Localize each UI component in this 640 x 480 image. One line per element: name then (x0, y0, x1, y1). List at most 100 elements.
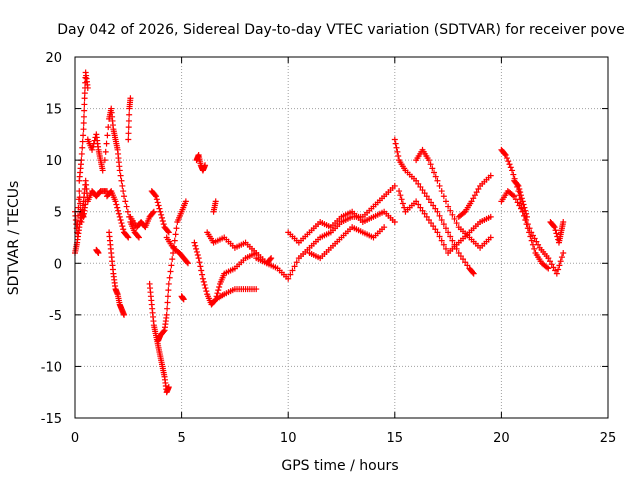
data-point-marker (167, 268, 174, 275)
data-point-marker (191, 239, 198, 246)
data-point-marker (115, 210, 122, 217)
data-point-marker (95, 249, 102, 256)
data-point-marker (89, 143, 96, 150)
data-point-marker (393, 144, 400, 151)
data-point-marker (153, 196, 160, 203)
data-point-marker (535, 241, 542, 248)
data-point-marker (81, 95, 88, 102)
data-point-marker (395, 153, 402, 160)
data-point-marker (253, 286, 260, 293)
data-point-marker (164, 293, 171, 300)
data-point-marker (214, 290, 221, 297)
data-point-marker (455, 249, 462, 256)
x-tick-label: 25 (600, 431, 617, 446)
data-point-marker (82, 198, 89, 205)
data-point-marker (487, 234, 494, 241)
data-point-marker (113, 201, 120, 208)
data-point-marker (401, 204, 408, 211)
data-point-marker (447, 207, 454, 214)
data-point-marker (521, 204, 528, 211)
data-point-marker (545, 265, 552, 272)
data-point-marker (81, 107, 88, 114)
data-point-marker (425, 157, 432, 164)
data-point-marker (462, 259, 469, 266)
data-point-marker (470, 270, 477, 277)
data-points (72, 69, 567, 396)
data-point-marker (155, 202, 162, 209)
data-point-marker (557, 258, 564, 265)
data-point-marker (114, 204, 121, 211)
data-point-marker (78, 150, 85, 157)
data-point-marker (99, 167, 106, 174)
data-point-marker (391, 219, 398, 226)
data-point-marker (487, 172, 494, 179)
data-point-marker (505, 158, 512, 165)
data-point-marker (192, 242, 199, 249)
data-point-marker (522, 207, 529, 214)
y-tick-label: 0 (54, 257, 62, 272)
plot-frame (74, 56, 609, 419)
data-point-marker (445, 229, 452, 236)
data-point-marker (119, 182, 126, 189)
data-point-marker (184, 260, 191, 267)
data-point-marker (121, 311, 128, 318)
data-point-marker (558, 254, 565, 261)
data-point-marker (515, 182, 522, 189)
data-point-marker (125, 117, 132, 124)
data-point-marker (165, 229, 172, 236)
data-point-marker (159, 217, 166, 224)
data-point-marker (120, 188, 127, 195)
data-point-marker (457, 253, 464, 260)
data-point-marker (79, 144, 86, 151)
x-tick-label: 15 (387, 431, 404, 446)
data-point-marker (103, 140, 110, 147)
data-point-marker (447, 233, 454, 240)
data-point-marker (125, 234, 132, 241)
data-point-marker (123, 203, 130, 210)
data-point-marker (293, 259, 300, 266)
data-point-marker (550, 264, 557, 271)
data-point-marker (81, 101, 88, 108)
data-point-marker (553, 230, 560, 237)
data-point-marker (193, 245, 200, 252)
data-point-marker (431, 169, 438, 176)
data-point-marker (438, 237, 445, 244)
data-point-marker (421, 190, 428, 197)
data-point-marker (434, 229, 441, 236)
data-point-marker (519, 198, 526, 205)
data-point-marker (105, 124, 112, 131)
data-point-marker (215, 287, 222, 294)
data-point-marker (419, 187, 426, 194)
data-point-marker (520, 201, 527, 208)
data-point-marker (427, 161, 434, 168)
data-point-marker (118, 177, 125, 184)
x-tick-label: 0 (71, 431, 79, 446)
data-point-marker (164, 228, 171, 235)
data-point-marker (423, 213, 430, 220)
data-point-marker (166, 274, 173, 281)
data-point-marker (436, 212, 443, 219)
data-point-marker (528, 229, 535, 236)
data-point-marker (396, 188, 403, 195)
data-point-marker (164, 299, 171, 306)
data-point-marker (552, 227, 559, 234)
data-point-marker (545, 255, 552, 262)
data-point-marker (524, 221, 531, 228)
data-point-marker (150, 208, 157, 215)
data-point-marker (193, 248, 200, 255)
data-point-marker (442, 245, 449, 252)
data-point-marker (76, 188, 83, 195)
data-point-marker (184, 259, 191, 266)
y-tick-label: -5 (49, 309, 62, 324)
data-point-marker (391, 136, 398, 143)
data-point-marker (531, 245, 538, 252)
data-point-marker (438, 216, 445, 223)
y-tick-label: 20 (45, 51, 62, 66)
data-point-marker (502, 151, 509, 158)
data-point-marker (398, 196, 405, 203)
data-point-marker (135, 234, 142, 241)
data-point-marker (453, 220, 460, 227)
data-point-marker (202, 285, 209, 292)
data-point-marker (531, 235, 538, 242)
